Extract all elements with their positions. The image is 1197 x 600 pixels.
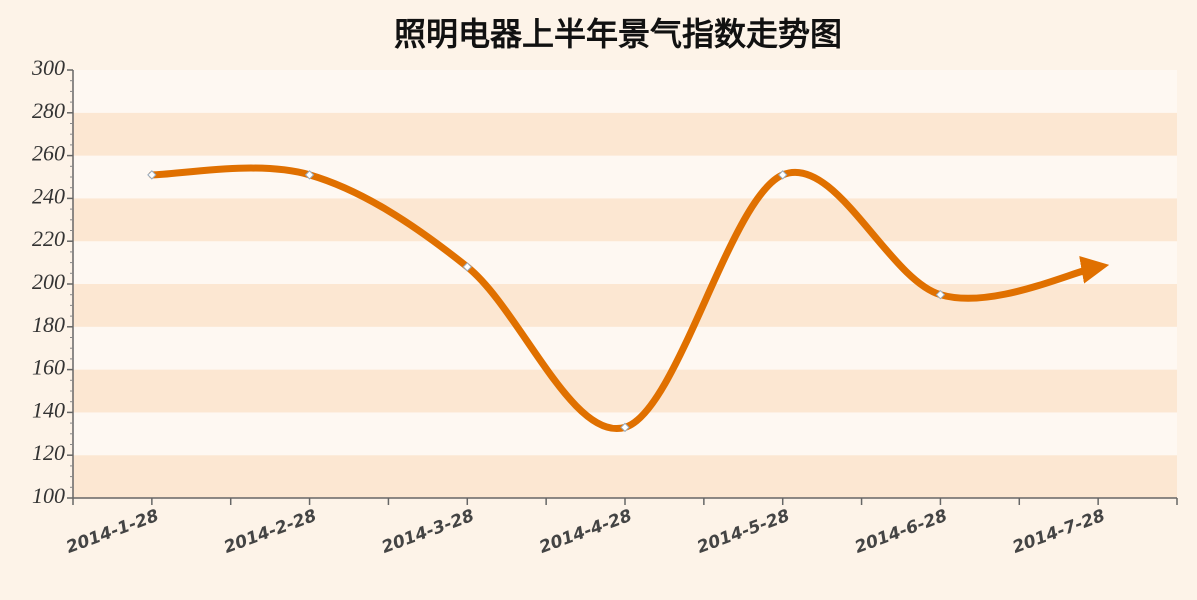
grid-band xyxy=(73,241,1177,284)
y-tick-label: 120 xyxy=(32,440,65,465)
grid-band xyxy=(73,369,1177,413)
point xyxy=(147,170,157,180)
y-tick-label: 140 xyxy=(32,397,65,422)
grid-band xyxy=(73,412,1177,456)
grid-band xyxy=(73,326,1177,370)
grid-band xyxy=(73,455,1177,498)
y-tick-label: 300 xyxy=(31,55,65,80)
chart-title: 照明电器上半年景气指数走势图 xyxy=(394,15,842,53)
point xyxy=(304,170,315,180)
grid-band xyxy=(73,155,1177,199)
grid-band xyxy=(73,284,1177,327)
y-tick-label: 220 xyxy=(32,226,65,251)
y-tick-label: 200 xyxy=(32,269,65,294)
y-tick-label: 160 xyxy=(32,355,65,380)
grid-band xyxy=(73,112,1177,156)
y-tick-label: 240 xyxy=(32,183,65,208)
y-tick-label: 280 xyxy=(32,98,65,123)
point xyxy=(935,289,946,300)
point xyxy=(1097,265,1100,268)
point xyxy=(620,422,630,433)
line xyxy=(148,164,1110,433)
point xyxy=(778,170,788,180)
point xyxy=(462,262,472,272)
grid-band xyxy=(73,198,1177,242)
y-tick-label: 260 xyxy=(32,141,65,166)
y-tick-label: 100 xyxy=(32,483,65,508)
grid-band xyxy=(73,70,1177,113)
y-tick-label: 180 xyxy=(32,312,65,337)
